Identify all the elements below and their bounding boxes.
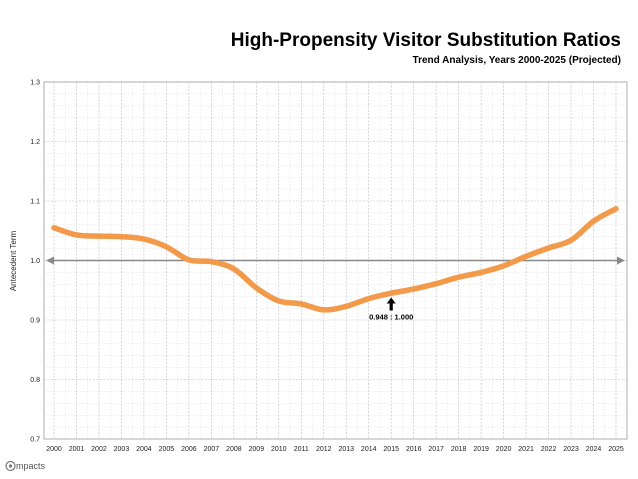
- x-tick-label: 2007: [204, 446, 220, 453]
- chart-title: High-Propensity Visitor Substitution Rat…: [231, 30, 621, 51]
- x-tick-label: 2015: [383, 446, 399, 453]
- x-tick-label: 2006: [181, 446, 197, 453]
- arrow-right-icon: [617, 256, 625, 265]
- y-tick-label: 1.2: [30, 139, 40, 146]
- x-tick-label: 2017: [428, 446, 444, 453]
- annotation-label: 0.948 : 1.000: [369, 312, 413, 321]
- x-tick-label: 2011: [294, 446, 309, 453]
- x-tick-label: 2020: [496, 446, 512, 453]
- x-tick-label: 2025: [608, 446, 624, 453]
- x-tick-label: 2012: [316, 446, 332, 453]
- x-tick-label: 2005: [159, 446, 175, 453]
- x-tick-label: 2004: [136, 446, 152, 453]
- y-axis-label: Antecedent Term: [9, 231, 18, 292]
- x-tick-label: 2023: [563, 446, 579, 453]
- logo-icon: [5, 460, 16, 472]
- x-tick-label: 2019: [473, 446, 489, 453]
- y-tick-label: 0.7: [30, 437, 40, 444]
- x-tick-label: 2022: [541, 446, 557, 453]
- y-axis-ticks: 0.7 0.8 0.9 1.0 1.1 1.2 1.3: [30, 80, 40, 444]
- x-tick-label: 2008: [226, 446, 242, 453]
- y-tick-label: 1.0: [30, 258, 40, 265]
- y-tick-label: 0.8: [30, 377, 40, 384]
- chart-subtitle: Trend Analysis, Years 2000-2025 (Project…: [413, 55, 621, 66]
- series-line: [51, 205, 619, 313]
- x-tick-label: 2001: [69, 446, 85, 453]
- series-group: [51, 205, 619, 313]
- x-tick-label: 2024: [586, 446, 602, 453]
- logo: mpacts: [5, 460, 46, 472]
- x-tick-label: 2009: [249, 446, 265, 453]
- x-tick-label: 2010: [271, 446, 287, 453]
- reference-line-group: [46, 256, 625, 265]
- arrow-left-icon: [46, 256, 54, 265]
- logo-text: mpacts: [16, 461, 46, 471]
- x-tick-label: 2014: [361, 446, 377, 453]
- x-tick-label: 2003: [114, 446, 130, 453]
- y-tick-label: 1.1: [30, 199, 40, 206]
- x-tick-label: 2002: [91, 446, 107, 453]
- y-tick-label: 0.9: [30, 318, 40, 325]
- x-tick-label: 2021: [518, 446, 534, 453]
- x-tick-label: 2013: [338, 446, 354, 453]
- x-tick-label: 2000: [46, 446, 62, 453]
- annotation: 0.948 : 1.000: [369, 297, 413, 321]
- x-tick-label: 2018: [451, 446, 467, 453]
- y-tick-label: 1.3: [30, 80, 40, 87]
- x-axis-ticks: 2000 2001 2002 2003 2004 2005 2006 2007 2008 2009…: [46, 446, 624, 453]
- annotation-arrow-icon: [386, 297, 396, 311]
- x-tick-label: 2016: [406, 446, 422, 453]
